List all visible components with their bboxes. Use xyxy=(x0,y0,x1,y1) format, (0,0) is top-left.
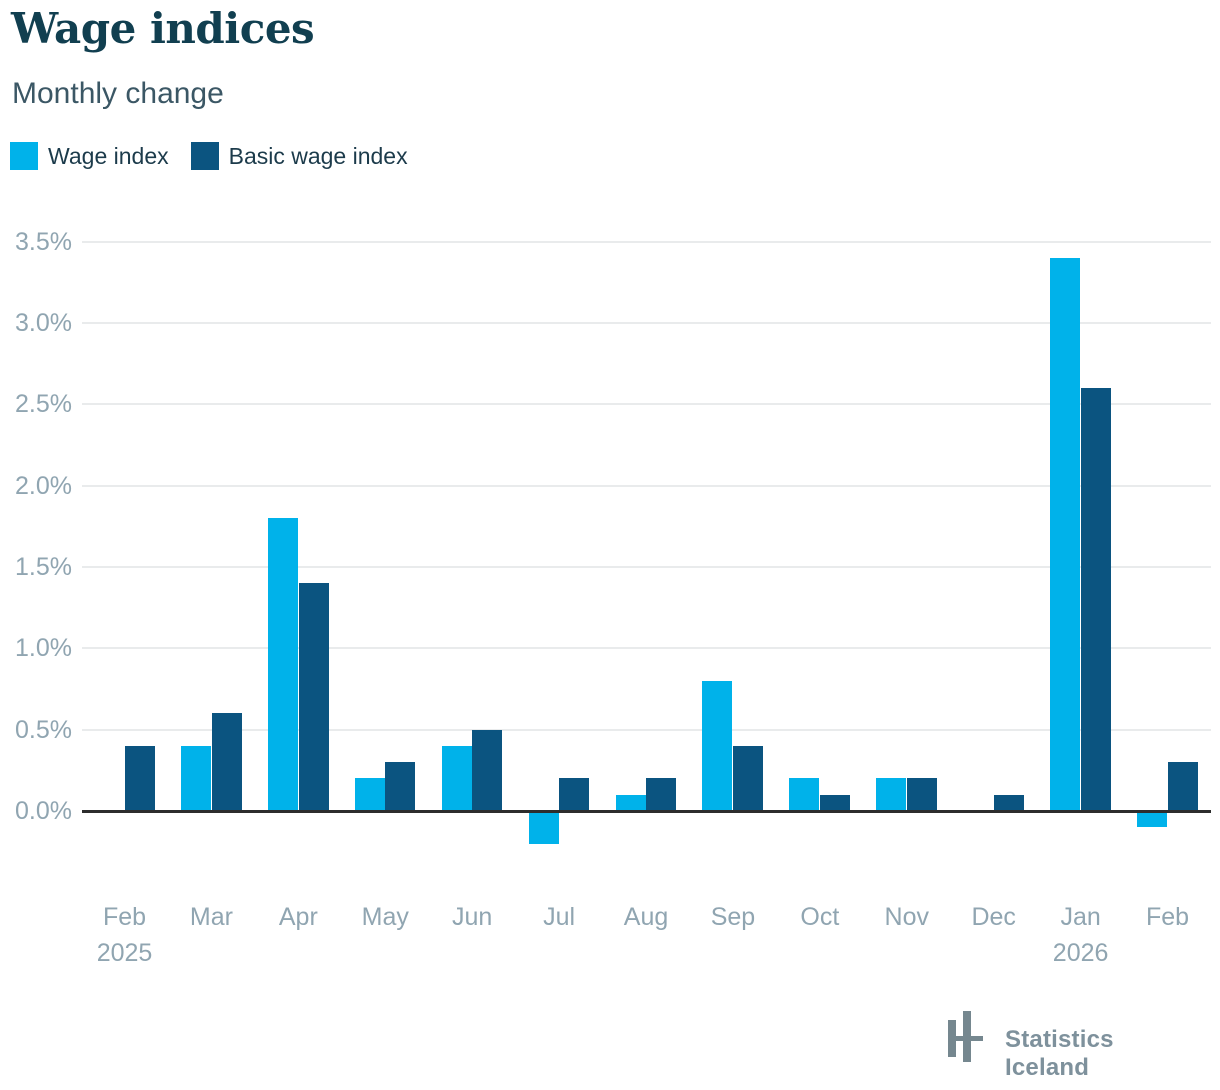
x-tick-month: Jun xyxy=(452,903,493,931)
x-tick-month: Aug xyxy=(623,903,669,931)
bar-basic-wage-index-10-dec[interactable] xyxy=(993,794,1024,811)
legend-item-basic-wage-index[interactable]: Basic wage index xyxy=(190,142,408,170)
x-tick-label: Nov xyxy=(861,899,953,935)
bar-wage-index-9-nov[interactable] xyxy=(876,778,907,811)
y-tick-label: 3.0% xyxy=(15,308,72,337)
y-tick-label: 2.5% xyxy=(15,390,72,419)
x-tick-month: Dec xyxy=(971,903,1016,931)
legend-label-wage-index: Wage index xyxy=(48,142,169,169)
x-axis-line xyxy=(82,810,1211,813)
x-tick-year: 2025 xyxy=(96,939,153,967)
x-tick-label: Oct xyxy=(774,899,866,935)
bar-basic-wage-index-11-jan-2026[interactable] xyxy=(1080,387,1111,811)
bar-basic-wage-index-1-mar[interactable] xyxy=(211,713,242,811)
bar-basic-wage-index-3-may[interactable] xyxy=(385,762,416,811)
x-tick-month: May xyxy=(361,903,409,931)
x-tick-label: Feb 2025 xyxy=(79,899,171,971)
bar-wage-index-7-sep[interactable] xyxy=(702,680,733,811)
x-tick-month: Feb xyxy=(102,903,147,931)
logo-bar-horizontal xyxy=(948,1036,983,1041)
gridline xyxy=(82,728,1211,731)
bar-wage-index-2-apr[interactable] xyxy=(267,518,298,811)
bar-basic-wage-index-4-jun[interactable] xyxy=(472,729,503,811)
x-tick-label: May xyxy=(339,899,431,935)
y-tick-label: 2.0% xyxy=(15,471,72,500)
bar-wage-index-5-jul[interactable] xyxy=(528,811,559,844)
bar-basic-wage-index-6-aug[interactable] xyxy=(646,778,677,811)
legend: Wage index Basic wage index xyxy=(10,142,408,170)
legend-swatch-wage-index xyxy=(10,142,38,170)
chart-subtitle: Monthly change xyxy=(12,77,224,110)
x-tick-month: Sep xyxy=(710,903,756,931)
x-tick-label: Aug xyxy=(600,899,692,935)
gridline xyxy=(82,240,1211,243)
x-tick-label: Jun xyxy=(426,899,518,935)
gridline xyxy=(82,321,1211,324)
gridline xyxy=(82,647,1211,650)
y-tick-label: 1.0% xyxy=(15,634,72,663)
bar-wage-index-4-jun[interactable] xyxy=(441,745,472,811)
x-tick-label: Mar xyxy=(165,899,257,935)
x-tick-month: Apr xyxy=(278,903,318,931)
y-tick-label: 0.0% xyxy=(15,797,72,825)
gridline xyxy=(82,403,1211,406)
x-tick-label: Apr xyxy=(252,899,344,935)
bar-basic-wage-index-8-oct[interactable] xyxy=(820,794,851,811)
bar-wage-index-11-jan-2026[interactable] xyxy=(1050,257,1081,811)
chart-title: Wage indices xyxy=(11,4,315,53)
x-tick-label: Feb xyxy=(1122,899,1214,935)
x-tick-label: Dec xyxy=(948,899,1040,935)
x-tick-month: Feb xyxy=(1145,903,1190,931)
legend-label-basic-wage-index: Basic wage index xyxy=(228,142,408,169)
x-tick-month: Jul xyxy=(543,903,576,931)
y-tick-label: 1.5% xyxy=(15,552,72,581)
bar-basic-wage-index-12-feb[interactable] xyxy=(1167,762,1198,811)
gridline xyxy=(82,565,1211,568)
x-tick-label: Jul xyxy=(513,899,605,935)
bar-basic-wage-index-9-nov[interactable] xyxy=(906,778,937,811)
bar-wage-index-3-may[interactable] xyxy=(354,778,385,811)
y-tick-label: 3.5% xyxy=(15,227,72,256)
legend-item-wage-index[interactable]: Wage index xyxy=(10,142,169,170)
x-tick-label: Jan 2026 xyxy=(1035,899,1127,971)
x-tick-month: Nov xyxy=(884,903,929,931)
x-tick-month: Oct xyxy=(800,903,840,931)
bar-wage-index-12-feb[interactable] xyxy=(1137,811,1168,828)
brand-name: Statistics Iceland xyxy=(1005,1026,1114,1081)
x-tick-label: Sep xyxy=(687,899,779,935)
x-tick-month: Mar xyxy=(189,903,233,931)
bar-basic-wage-index-7-sep[interactable] xyxy=(733,745,764,811)
bar-basic-wage-index-5-jul[interactable] xyxy=(559,778,590,811)
bar-wage-index-8-oct[interactable] xyxy=(789,778,820,811)
gridline xyxy=(82,484,1211,487)
bar-basic-wage-index-0-feb-2025[interactable] xyxy=(124,745,155,811)
bar-wage-index-6-aug[interactable] xyxy=(615,794,646,811)
x-tick-year: 2026 xyxy=(1052,939,1109,967)
bar-basic-wage-index-2-apr[interactable] xyxy=(298,583,329,811)
bar-wage-index-1-mar[interactable] xyxy=(180,745,211,811)
legend-swatch-basic-wage-index xyxy=(190,142,219,170)
y-tick-label: 0.5% xyxy=(15,715,72,744)
x-tick-month: Jan xyxy=(1060,903,1101,931)
